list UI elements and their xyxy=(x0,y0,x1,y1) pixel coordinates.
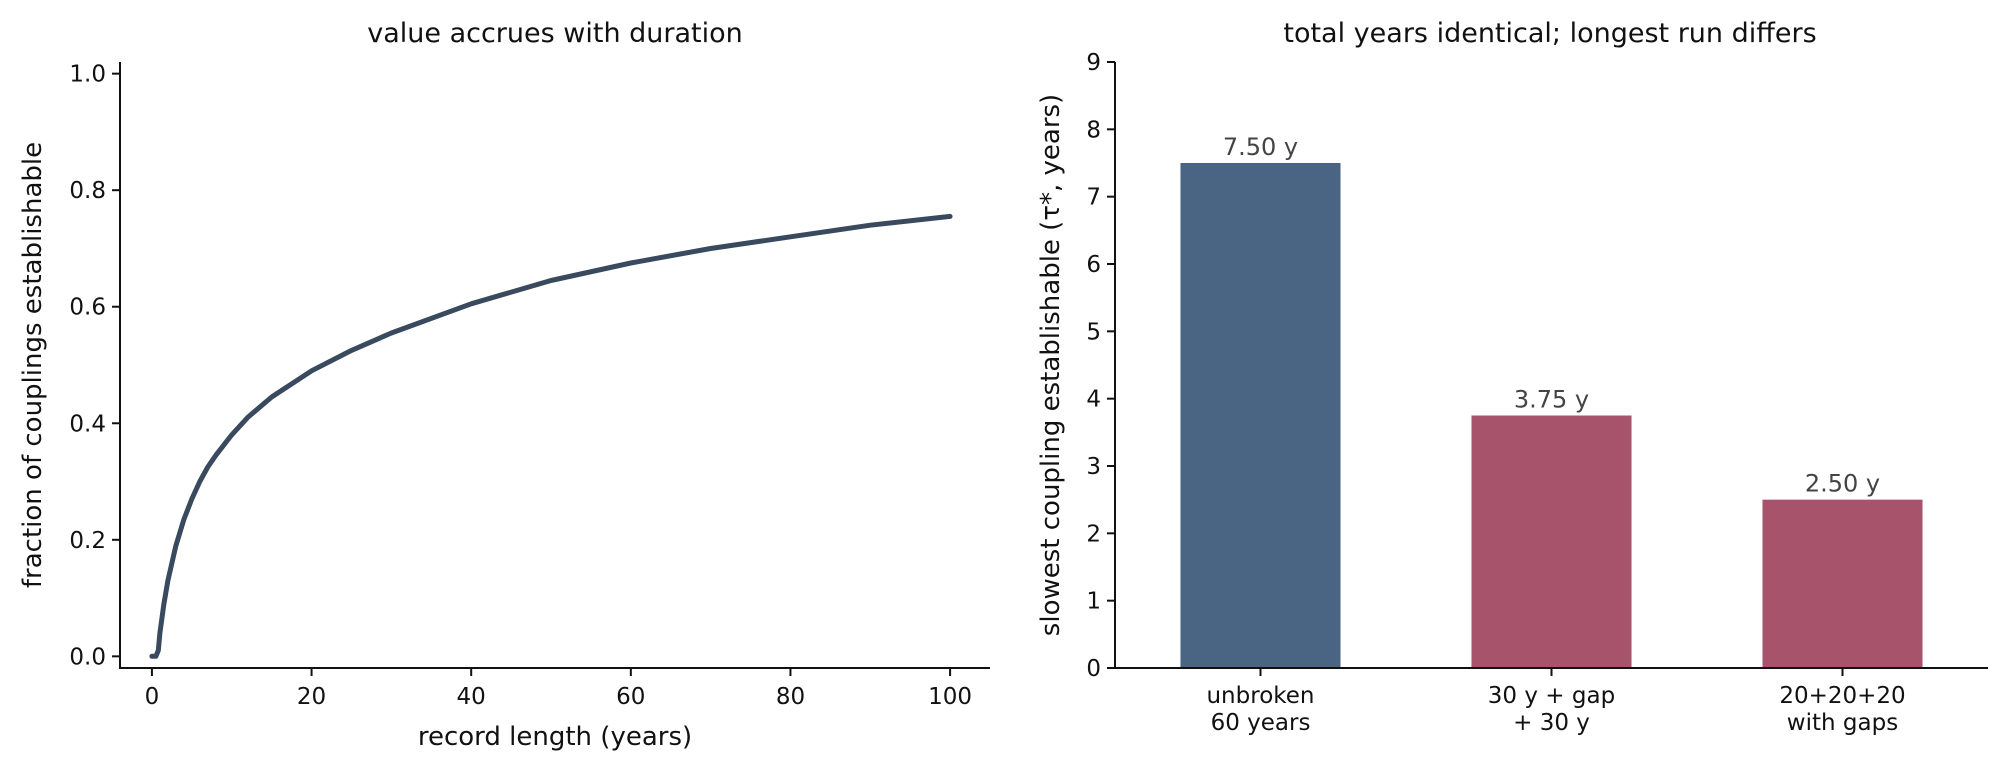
left-y-tick-label: 0.4 xyxy=(69,411,106,437)
right-y-tick-label: 1 xyxy=(1086,589,1101,615)
bar xyxy=(1762,499,1923,668)
left-x-tick-label: 20 xyxy=(297,684,326,710)
left-y-axis-label: fraction of couplings establishable xyxy=(18,142,48,588)
bar-value-label: 3.75 y xyxy=(1514,386,1589,414)
left-x-tick-label: 60 xyxy=(616,684,645,710)
left-series-line xyxy=(149,213,953,659)
right-y-tick-label: 9 xyxy=(1086,50,1101,76)
right-y-tick-label: 0 xyxy=(1086,656,1101,682)
right-chart-title: total years identical; longest run diffe… xyxy=(1283,18,1816,49)
left-x-tick-label: 40 xyxy=(457,684,486,710)
left-y-axis: 0.0 0.2 0.4 0.6 0.8 1.0 xyxy=(69,62,120,670)
left-x-axis-label: record length (years) xyxy=(418,722,692,752)
right-axes-spines xyxy=(1114,62,1988,669)
right-y-axis: 0 1 2 3 4 5 6 7 8 9 xyxy=(1086,50,1115,682)
right-y-tick-label: 8 xyxy=(1086,117,1101,143)
bar-value-label: 2.50 y xyxy=(1805,470,1880,498)
right-y-axis-label: slowest coupling establishable (τ*, year… xyxy=(1036,94,1066,636)
left-x-tick-label: 0 xyxy=(145,684,160,710)
right-y-tick-label: 2 xyxy=(1086,521,1101,547)
left-x-tick-label: 80 xyxy=(776,684,805,710)
left-y-tick-label: 0.8 xyxy=(69,178,106,204)
right-y-tick-label: 4 xyxy=(1086,387,1101,413)
left-y-tick-label: 0.2 xyxy=(69,528,106,554)
right-x-tick-label: unbroken 60 years xyxy=(1206,683,1314,736)
right-y-tick-label: 6 xyxy=(1086,252,1101,278)
bar-value-label: 7.50 y xyxy=(1223,133,1298,161)
right-x-tick-label: 30 y + gap + 30 y xyxy=(1488,683,1615,736)
left-x-tick-label: 100 xyxy=(928,684,972,710)
right-bars: 7.50 y 3.75 y 2.50 y xyxy=(1180,133,1923,668)
left-x-axis: 0 20 40 60 80 100 xyxy=(145,668,972,710)
right-y-tick-label: 3 xyxy=(1086,454,1101,480)
right-x-axis: unbroken 60 years 30 y + gap + 30 y 20+20+20… xyxy=(1206,668,1906,736)
left-chart-title: value accrues with duration xyxy=(367,18,743,49)
left-y-tick-label: 0.6 xyxy=(69,295,106,321)
bar xyxy=(1471,415,1632,668)
right-y-tick-label: 7 xyxy=(1086,185,1101,211)
right-chart: total years identical; longest run diffe… xyxy=(1036,18,1988,736)
left-y-tick-label: 1.0 xyxy=(69,62,106,88)
bar xyxy=(1180,163,1341,668)
left-chart: value accrues with duration 0.0 0.2 0.4 0.6… xyxy=(18,18,990,752)
right-y-tick-label: 5 xyxy=(1086,319,1101,345)
left-y-tick-label: 0.0 xyxy=(69,644,106,670)
left-axes-spines xyxy=(119,62,990,669)
right-x-tick-label: 20+20+20 with gaps xyxy=(1779,683,1905,736)
